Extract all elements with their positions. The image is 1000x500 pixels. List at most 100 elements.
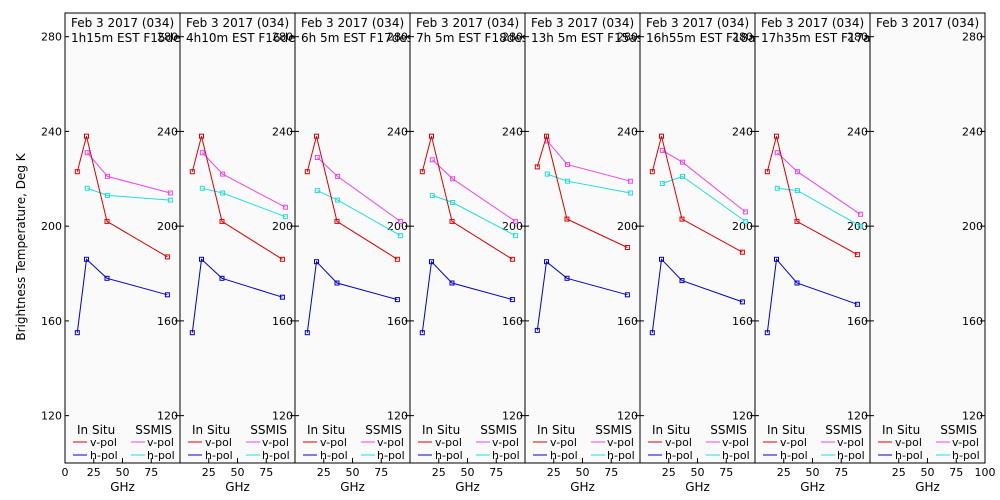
y-tick-label: 200 xyxy=(617,220,638,233)
x-axis-label: GHz xyxy=(915,480,940,494)
legend-insitu-title: In Situ xyxy=(422,423,460,437)
y-tick-label: 240 xyxy=(272,125,293,138)
x-tick-label: 75 xyxy=(489,466,503,479)
insitu-hpol-line xyxy=(306,260,398,333)
y-tick-label-left: 280 xyxy=(41,31,62,44)
insitu-hpol-line xyxy=(766,258,858,333)
insitu-hpol-point xyxy=(774,256,779,262)
insitu-vpol-point xyxy=(279,256,285,262)
ssmis-vpol-point xyxy=(282,204,288,210)
insitu-vpol-point xyxy=(104,218,110,224)
panel-title: Feb 3 2017 (034) xyxy=(761,16,864,30)
legend-ssmis-title: SSMIS xyxy=(365,423,402,437)
insitu-hpol-point xyxy=(679,278,685,284)
panel-6: Feb 3 2017 (034)16h55m EST F18asc 120 160 2… xyxy=(639,12,768,494)
insitu-hpol-point xyxy=(314,259,319,265)
legend-insitu-vpol: v-pol xyxy=(320,436,347,449)
ssmis-vpol-point xyxy=(314,155,320,160)
legend-insitu-vpol: v-pol xyxy=(90,436,117,449)
legend-insitu-hpol: h-pol xyxy=(550,449,578,462)
ssmis-vpol-point xyxy=(774,150,780,156)
ssmis-vpol-point xyxy=(659,147,665,153)
panel-2: Feb 3 2017 (034)4h10m EST F16des 120 160 20… xyxy=(179,12,302,494)
insitu-hpol-point xyxy=(544,259,549,265)
x-tick-label: 25 xyxy=(202,466,216,479)
ssmis-hpol-point xyxy=(199,185,205,191)
legend-insitu-hpol: h-pol xyxy=(435,449,463,462)
legend-insitu-title: In Situ xyxy=(767,423,805,437)
y-tick-label: 160 xyxy=(732,315,753,328)
insitu-hpol-point xyxy=(394,297,400,303)
insitu-hpol-point xyxy=(659,256,664,262)
ssmis-hpol-line xyxy=(317,190,401,237)
x-tick-label: 75 xyxy=(834,466,848,479)
legend-ssmis-hpol: h-pol xyxy=(147,449,175,462)
legend-ssmis-hpol: h-pol xyxy=(262,449,290,462)
legend-insitu-title: In Situ xyxy=(307,423,345,437)
insitu-vpol-point xyxy=(544,133,549,139)
insitu-hpol-line xyxy=(421,260,513,333)
y-tick-label-left: 120 xyxy=(41,410,62,423)
legend-insitu-title: In Situ xyxy=(192,423,230,437)
x-tick-label: 25 xyxy=(317,466,331,479)
legend-insitu-title: In Situ xyxy=(537,423,575,437)
ssmis-hpol-line xyxy=(202,187,286,218)
ssmis-hpol-point xyxy=(857,223,863,229)
x-tick-label: 75 xyxy=(949,466,963,479)
y-tick-label: 120 xyxy=(502,410,523,423)
x-tick-label: 75 xyxy=(604,466,618,479)
panel-subtitle: 16h55m EST F18asc xyxy=(646,31,768,45)
y-tick-label: 160 xyxy=(157,315,178,328)
y-tick-label: 160 xyxy=(847,315,868,328)
x-tick-label: 25 xyxy=(662,466,676,479)
insitu-vpol-point xyxy=(164,254,170,260)
panel-subtitle: 17h35m EST F17asc xyxy=(761,31,883,45)
panel-subtitle: 7h 5m EST F18des xyxy=(416,31,528,45)
insitu-vpol-point xyxy=(739,249,745,255)
x-tick-label: 50 xyxy=(346,466,360,479)
panel-title: Feb 3 2017 (034) xyxy=(646,16,749,30)
x-tick-label: 50 xyxy=(231,466,245,479)
insitu-vpol-point xyxy=(394,256,400,262)
panel-title: Feb 3 2017 (034) xyxy=(186,16,289,30)
y-tick-label: 200 xyxy=(502,220,523,233)
insitu-hpol-line xyxy=(191,258,283,333)
insitu-vpol-point xyxy=(774,133,779,139)
ssmis-hpol-point xyxy=(167,197,173,203)
legend-ssmis-vpol: v-pol xyxy=(262,436,289,449)
legend-insitu-vpol: v-pol xyxy=(205,436,232,449)
insitu-vpol-point xyxy=(509,256,515,262)
insitu-hpol-point xyxy=(304,330,310,336)
panel-frame xyxy=(639,12,756,464)
legend-ssmis-title: SSMIS xyxy=(135,423,172,437)
y-tick-label: 200 xyxy=(847,220,868,233)
y-tick-label: 120 xyxy=(272,410,293,423)
panel-title: Feb 3 2017 (034) xyxy=(416,16,519,30)
ssmis-hpol-line xyxy=(432,194,516,237)
ssmis-vpol-line xyxy=(662,149,746,213)
insitu-hpol-point xyxy=(189,330,195,336)
insitu-vpol-point xyxy=(334,218,340,224)
ssmis-hpol-line xyxy=(777,187,861,227)
x-axis-label: GHz xyxy=(570,480,595,494)
ssmis-vpol-line xyxy=(546,140,631,182)
insitu-hpol-point xyxy=(429,259,434,265)
ssmis-hpol-line xyxy=(87,187,171,201)
panel-subtitle: 13h 5m EST F15asc xyxy=(531,31,650,45)
y-tick-label: 240 xyxy=(962,125,983,138)
panel-subtitle: 4h10m EST F16des xyxy=(186,31,302,45)
y-tick-label: 120 xyxy=(157,410,178,423)
legend-ssmis-hpol: h-pol xyxy=(492,449,520,462)
y-tick-label: 120 xyxy=(962,410,983,423)
insitu-vpol-line xyxy=(306,136,398,260)
y-tick-label: 280 xyxy=(732,31,753,44)
ssmis-hpol-point xyxy=(795,188,800,194)
x-tick-label: 100 xyxy=(975,466,996,479)
insitu-hpol-point xyxy=(794,280,800,286)
x-tick-label: 25 xyxy=(777,466,791,479)
y-tick-label: 120 xyxy=(617,410,638,423)
legend-insitu-hpol: h-pol xyxy=(320,449,348,462)
ssmis-hpol-point xyxy=(220,190,226,196)
legend-insitu-hpol: h-pol xyxy=(665,449,693,462)
